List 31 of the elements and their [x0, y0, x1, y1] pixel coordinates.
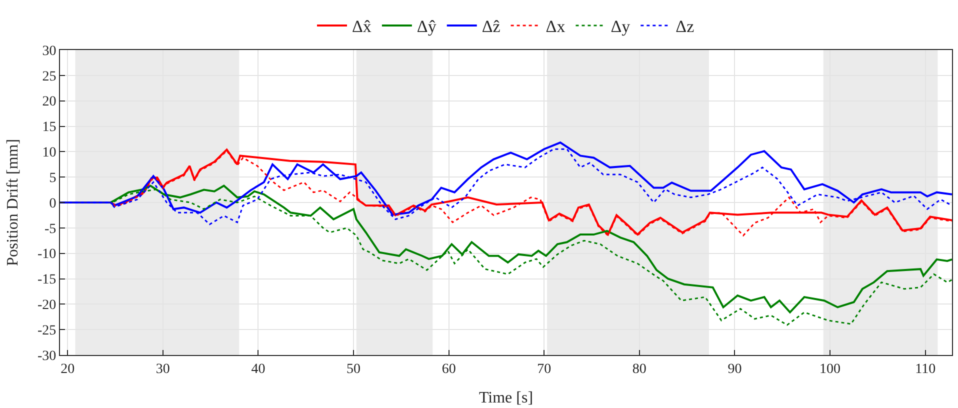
x-tick-label: 90: [728, 362, 742, 377]
y-tick-label: -5: [44, 222, 56, 237]
legend-label: Δŷ: [416, 17, 437, 36]
x-axis-title: Time [s]: [478, 390, 534, 406]
x-tick-label: 60: [442, 362, 456, 377]
legend-label: Δx: [546, 17, 566, 36]
y-tick-label: 5: [49, 170, 56, 186]
legend-label: Δy: [610, 17, 631, 36]
y-tick-label: -30: [38, 348, 56, 364]
y-tick-label: 30: [42, 44, 56, 59]
y-tick-label: -15: [38, 272, 56, 288]
x-tick-label: 80: [632, 362, 646, 377]
legend-label: Δẑ: [482, 17, 501, 36]
y-tick-label: -25: [38, 323, 56, 338]
x-tick-label: 50: [346, 362, 361, 377]
x-tick-label: 20: [60, 362, 75, 377]
legend-label: Δz: [676, 17, 695, 36]
y-tick-label: 20: [42, 94, 56, 110]
legend-label: Δx̂: [352, 17, 372, 36]
y-tick-label: 0: [49, 196, 56, 212]
y-tick-label: -10: [38, 247, 56, 262]
x-tick-label: 30: [156, 362, 170, 377]
x-tick-label: 110: [915, 362, 936, 377]
y-axis-title: Position Drift [mm]: [4, 138, 22, 266]
y-tick-label: 10: [42, 146, 56, 161]
y-tick-label: 15: [42, 120, 56, 136]
y-tick-label: 25: [42, 69, 56, 84]
x-tick-label: 70: [537, 362, 552, 377]
x-tick-label: 100: [820, 362, 841, 377]
x-tick-label: 40: [251, 362, 266, 377]
y-tick-label: -20: [38, 298, 56, 314]
